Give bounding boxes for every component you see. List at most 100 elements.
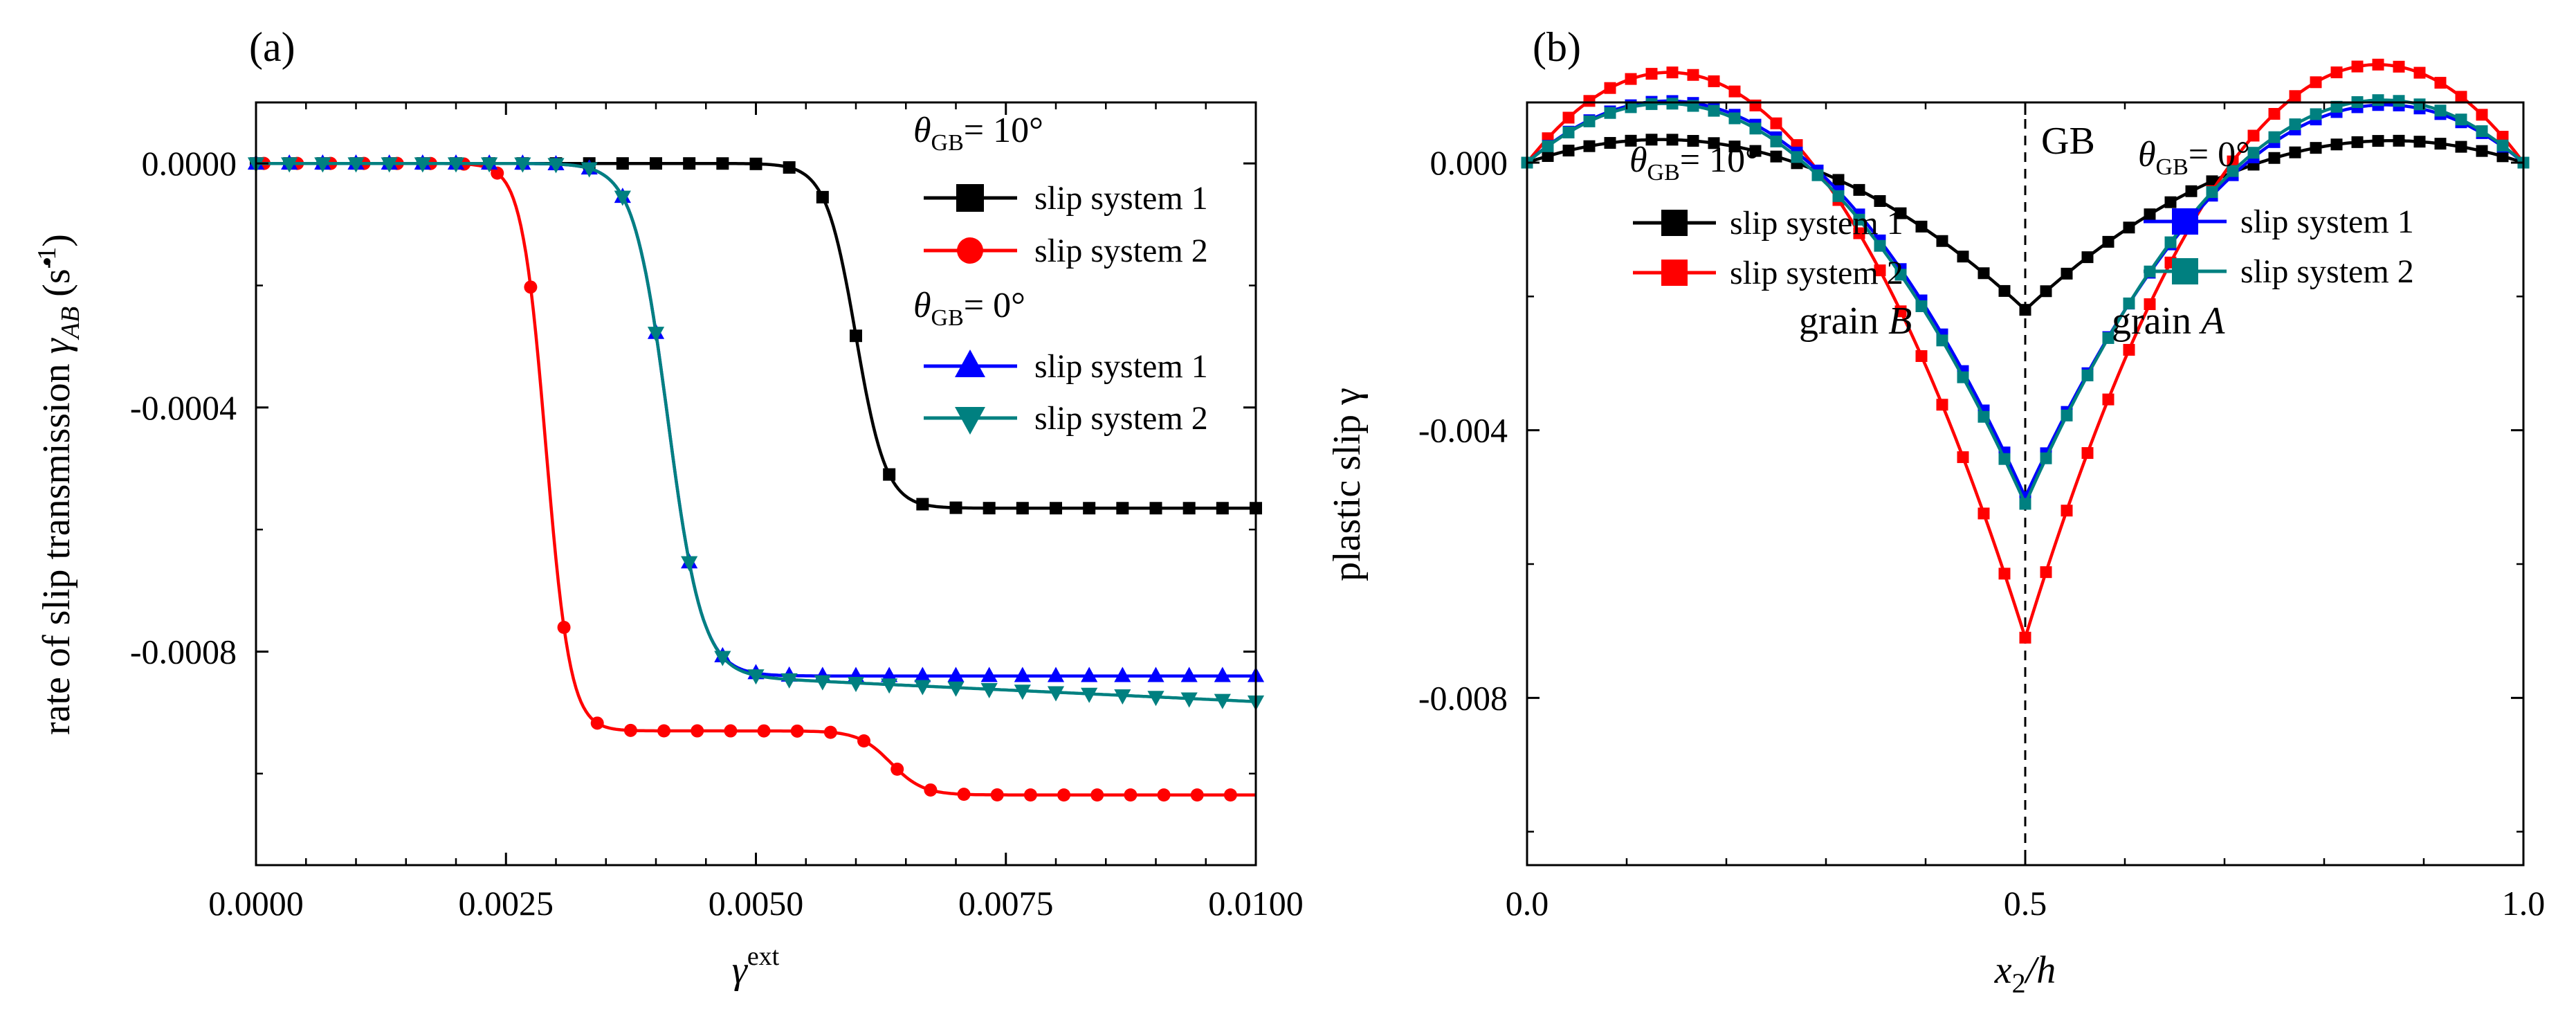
panel-b-data-point xyxy=(1894,305,1907,318)
panel-b-data-point xyxy=(2019,498,2031,510)
panel-b-y-axis-title: plastic slip γ xyxy=(1326,388,1369,581)
panel-a-data-point xyxy=(957,788,971,801)
panel-a-data-point xyxy=(816,190,829,203)
panel-b-data-point xyxy=(1728,85,1741,98)
panel-a-series-008080 xyxy=(247,157,1265,711)
panel-b-data-point xyxy=(2206,186,2218,199)
panel-a-data-point xyxy=(647,327,665,343)
panel-b-data-point xyxy=(2455,114,2467,126)
panel-a-y-axis-title-dot xyxy=(44,258,51,265)
panel-b-data-point xyxy=(2393,95,2405,107)
panel-a-legend-label: slip system 1 xyxy=(1034,348,1208,385)
panel-a-data-point xyxy=(447,157,465,173)
x-tick-label: 0.0075 xyxy=(958,884,1054,923)
panel-b-legend-heading-10: θGB= 10° xyxy=(1629,140,1760,185)
panel-b-data-point xyxy=(1542,140,1554,152)
panel-a-data-point xyxy=(890,762,904,776)
y-tick-label: 0.000 xyxy=(1430,143,1508,182)
panel-b-data-point xyxy=(2061,409,2073,421)
legend-marker-sample xyxy=(1661,210,1688,236)
panel-b-chart: (b) 0.0 0.5 1.0 0.000 -0.004 -0.008 x2/h plas… xyxy=(1326,24,2545,999)
panel-a-data-point xyxy=(1182,502,1196,515)
panel-a-legend-entry-teal: slip system 2 xyxy=(924,400,1208,437)
panel-b-data-point xyxy=(1770,117,1782,129)
panel-b-data-point xyxy=(2455,91,2467,103)
panel-a-data-point xyxy=(691,724,704,738)
panel-b-data-point xyxy=(1666,134,1679,146)
panel-b-data-point xyxy=(1936,334,1948,347)
x-tick-label: 0.0025 xyxy=(459,884,554,923)
panel-b-legend-label: slip system 1 xyxy=(1730,205,1903,242)
panel-b-data-point xyxy=(2289,118,2301,131)
grain-a-annotation: grain A xyxy=(2112,300,2225,343)
panel-b-data-point xyxy=(2496,131,2509,143)
panel-b-legend-heading-0: θGB= 0° xyxy=(2138,135,2250,180)
panel-b-data-point xyxy=(1645,68,1658,80)
panel-b-data-point xyxy=(2351,60,2364,73)
panel-b-data-point xyxy=(2061,267,2073,280)
panel-b-data-point xyxy=(2102,332,2114,344)
panel-b-data-point xyxy=(2413,136,2426,148)
panel-a-data-point xyxy=(590,716,604,730)
y-tick-label: -0.0004 xyxy=(130,388,237,427)
panel-b-data-point xyxy=(1708,137,1720,149)
panel-b-data-point xyxy=(2496,150,2509,163)
panel-b-data-point xyxy=(1728,112,1741,125)
panel-b-data-point xyxy=(1625,134,1637,147)
panel-b-data-point xyxy=(1874,264,1886,277)
panel-a-data-point xyxy=(814,675,831,691)
panel-b-data-point xyxy=(2393,60,2405,73)
panel-b-data-point xyxy=(2330,138,2343,151)
panel-a-legend: θGB= 10° slip system 1 slip system 2 θGB… xyxy=(913,111,1208,437)
x-tick-label: 0.0000 xyxy=(208,884,304,923)
panel-b-data-point xyxy=(1977,410,1990,423)
panel-b-data-point xyxy=(1977,267,1990,280)
panel-b-data-point xyxy=(1998,568,2011,580)
panel-a-data-point xyxy=(790,724,804,738)
panel-a-data-point xyxy=(1047,666,1065,682)
panel-a-data-point xyxy=(524,280,538,294)
y-tick-label: -0.0008 xyxy=(130,632,237,671)
panel-a-data-point xyxy=(714,651,731,666)
panel-a-data-point xyxy=(347,157,365,173)
panel-b-data-point xyxy=(2268,152,2281,164)
panel-b-data-point xyxy=(1625,101,1637,114)
panel-b-x-axis-title: x2/h xyxy=(1994,949,2056,999)
panel-a-data-point xyxy=(1114,689,1131,705)
panel-b-data-point xyxy=(2434,138,2447,150)
panel-b-data-point xyxy=(2247,147,2260,159)
panel-a-data-point xyxy=(716,157,729,170)
panel-b-data-point xyxy=(2081,251,2094,264)
panel-a-data-point xyxy=(1180,666,1198,682)
panel-b-data-point xyxy=(1604,107,1616,119)
panel-a-legend-label: slip system 2 xyxy=(1034,400,1208,437)
x-tick-label: 0.0050 xyxy=(709,884,804,923)
panel-b-data-point xyxy=(2372,135,2384,147)
panel-a-axes: 0.0000 0.0025 0.0050 0.0075 0.0100 0.0000 -0.0… xyxy=(130,102,1304,923)
panel-a-data-point xyxy=(1023,788,1037,802)
panel-b-data-point xyxy=(1562,126,1575,138)
panel-b-data-point xyxy=(2102,393,2114,406)
legend-marker-sample xyxy=(955,407,985,435)
panel-a-data-point xyxy=(850,329,862,343)
panel-b-legend-label: slip system 2 xyxy=(1730,255,1903,291)
panel-a-series-layer xyxy=(247,154,1265,802)
panel-a-legend-entry-black: slip system 1 xyxy=(924,180,1208,217)
panel-b-data-point xyxy=(2372,58,2384,71)
panel-a-data-point xyxy=(916,498,929,511)
panel-b-data-point xyxy=(1583,95,1596,107)
panel-b-data-point xyxy=(1936,399,1948,411)
panel-b-data-point xyxy=(2144,208,2156,221)
panel-a-data-point xyxy=(1216,502,1229,515)
panel-b-data-point xyxy=(1770,150,1782,163)
panel-b-data-point xyxy=(2227,165,2239,177)
panel-b-data-point xyxy=(1977,507,1990,520)
panel-a-data-point xyxy=(990,788,1004,801)
panel-b-data-point xyxy=(1687,69,1699,81)
panel-b-data-point xyxy=(2476,145,2488,157)
panel-b-data-point xyxy=(1542,149,1554,162)
panel-b-data-point xyxy=(2123,343,2135,356)
x-tick-label: 0.5 xyxy=(2004,884,2047,923)
panel-a-data-point xyxy=(1223,788,1237,802)
panel-b-data-point xyxy=(1770,135,1782,147)
